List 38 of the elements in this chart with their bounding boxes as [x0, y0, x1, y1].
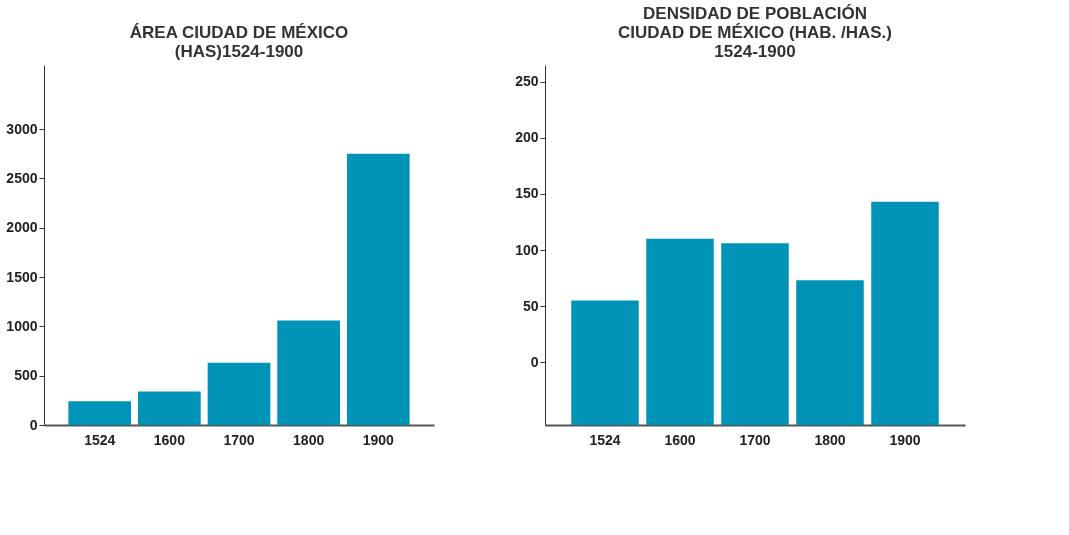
y-tick-label: 50 [522, 297, 539, 314]
y-tick-label: 2500 [6, 169, 38, 186]
bar [721, 243, 789, 425]
bar [68, 401, 132, 425]
bar [277, 320, 340, 425]
text: (HAS)1524-1900 [174, 42, 304, 61]
y-tick-label: 0 [29, 416, 38, 433]
y-tick-label: 150 [515, 185, 539, 202]
bar [346, 153, 410, 425]
bar [796, 280, 864, 425]
text: DENSIDAD DE POBLACIÓN [643, 4, 867, 23]
y-tick-label: 1000 [6, 317, 38, 334]
x-tick-label: 1524 [589, 431, 621, 448]
y-tick-label: 500 [14, 367, 38, 384]
x-tick-label: 1900 [889, 431, 921, 448]
bar [871, 201, 939, 425]
y-tick-label: 0 [530, 353, 539, 370]
bar [138, 391, 201, 425]
x-tick-label: 1600 [153, 431, 186, 448]
bar [646, 238, 714, 425]
x-tick-label: 1800 [293, 431, 325, 448]
x-tick-label: 1600 [664, 431, 696, 448]
x-tick-label: 1700 [223, 431, 255, 448]
y-tick-label: 200 [515, 129, 539, 146]
y-tick-label: 1500 [6, 268, 38, 285]
x-tick-label: 1900 [362, 431, 395, 448]
text: CIUDAD DE MÉXICO (HAB. /HAS.) [618, 23, 892, 42]
text: 1524-1900 [714, 42, 796, 61]
x-tick-label: 1800 [814, 431, 846, 448]
y-tick-label: 2000 [6, 219, 38, 236]
text: ÁREA CIUDAD DE MÉXICO [129, 23, 349, 42]
y-tick-label: 3000 [6, 120, 38, 137]
y-tick-label: 250 [515, 73, 539, 90]
x-tick-label: 1700 [739, 431, 771, 448]
bar [571, 300, 639, 425]
x-tick-label: 1524 [84, 431, 116, 448]
y-tick-label: 100 [515, 241, 539, 258]
bar [207, 362, 271, 425]
